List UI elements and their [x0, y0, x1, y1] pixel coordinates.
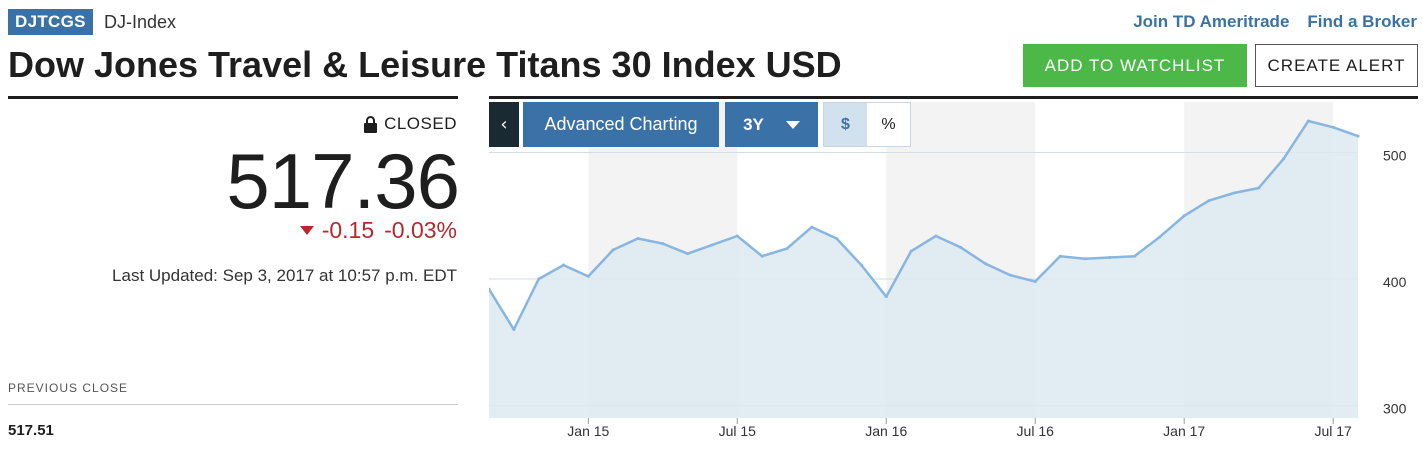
divider [489, 96, 1418, 99]
dollar-mode-button[interactable]: $ [824, 103, 867, 146]
data-point [959, 245, 963, 249]
join-td-ameritrade-link[interactable]: Join TD Ameritrade [1133, 12, 1290, 31]
data-point [1033, 279, 1037, 283]
y-tick-label: 400 [1383, 274, 1407, 290]
data-point [810, 225, 814, 229]
data-point [1282, 157, 1286, 161]
data-point [586, 274, 590, 278]
data-point [1331, 125, 1335, 129]
previous-close-value: 517.51 [8, 422, 54, 439]
data-point [611, 248, 615, 252]
lock-icon [364, 115, 378, 133]
x-tick-label: Jul 15 [719, 423, 757, 439]
range-select[interactable]: 3Y [725, 102, 818, 147]
market-status-label: CLOSED [384, 114, 457, 133]
chart-area [489, 121, 1358, 418]
page-title: Dow Jones Travel & Leisure Titans 30 Ind… [8, 44, 842, 85]
last-updated: Last Updated: Sep 3, 2017 at 10:57 p.m. … [112, 266, 457, 285]
data-point [859, 263, 863, 267]
chart-line [489, 119, 1359, 331]
data-point [1257, 186, 1261, 190]
data-point [1083, 257, 1087, 261]
data-point [1008, 273, 1012, 277]
data-point [537, 277, 541, 281]
change-value: -0.15 [321, 217, 375, 243]
data-point [1133, 254, 1137, 258]
ticker-badge: DJTCGS [8, 9, 93, 35]
data-point [884, 295, 888, 299]
create-alert-button[interactable]: CREATE ALERT [1255, 44, 1418, 87]
data-point [760, 254, 764, 258]
data-point [561, 263, 565, 267]
price-change: -0.15 -0.03% [299, 216, 457, 244]
down-triangle-icon [299, 225, 314, 235]
data-point [735, 234, 739, 238]
data-point [686, 252, 690, 256]
data-point [661, 242, 665, 246]
divider [8, 404, 458, 405]
chevron-left-icon[interactable]: ‹ [489, 102, 519, 147]
divider [8, 96, 458, 99]
caret-down-icon [785, 120, 800, 129]
x-tick-label: Jul 16 [1017, 423, 1055, 439]
advanced-charting-button[interactable]: Advanced Charting [523, 102, 719, 147]
range-select-value: 3Y [743, 114, 764, 134]
data-point [1356, 134, 1360, 138]
data-point [1306, 119, 1310, 123]
y-tick-label: 500 [1383, 148, 1407, 164]
data-point [636, 237, 640, 241]
data-point [1207, 199, 1211, 203]
value-mode-toggle: $ % [823, 102, 911, 147]
data-point [710, 243, 714, 247]
previous-close-label: PREVIOUS CLOSE [8, 381, 129, 395]
x-tick-label: Jan 17 [1163, 423, 1205, 439]
add-to-watchlist-button[interactable]: ADD TO WATCHLIST [1023, 44, 1247, 87]
x-tick-label: Jan 15 [567, 423, 609, 439]
chart-toolbar: ‹ Advanced Charting 3Y $ % [489, 102, 911, 147]
data-point [489, 287, 491, 291]
index-type-label: DJ-Index [104, 12, 177, 32]
price-chart-canvas[interactable]: 300 400 500 Jan 15 Jul 15 Jan 16 Jul 16 Jan 17 J… [489, 102, 1423, 449]
market-status: CLOSED [364, 113, 457, 135]
last-price: 517.36 [226, 137, 460, 225]
change-percent: -0.03% [384, 217, 457, 243]
data-point [1108, 255, 1112, 259]
data-point [1182, 214, 1186, 218]
data-point [934, 234, 938, 238]
x-tick-label: Jul 17 [1314, 423, 1352, 439]
price-chart[interactable]: 300 400 500 Jan 15 Jul 15 Jan 16 Jul 16 Jan 17 J… [489, 102, 1423, 449]
data-point [835, 237, 839, 241]
data-point [1157, 235, 1161, 239]
data-point [512, 328, 516, 332]
top-links: Join TD Ameritrade Find a Broker [1133, 10, 1417, 34]
x-tick-label: Jan 16 [865, 423, 907, 439]
data-point [1232, 191, 1236, 195]
data-point [1058, 254, 1062, 258]
percent-mode-button[interactable]: % [867, 103, 910, 146]
y-tick-label: 300 [1383, 400, 1407, 416]
data-point [984, 262, 988, 266]
find-a-broker-link[interactable]: Find a Broker [1307, 12, 1417, 31]
data-point [785, 247, 789, 251]
data-point [909, 249, 913, 253]
